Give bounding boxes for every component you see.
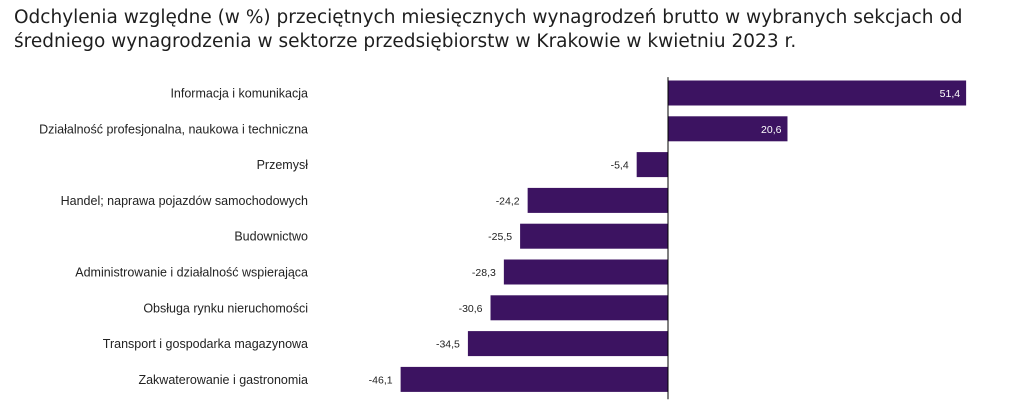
chart-title: Odchylenia względne (w %) przeciętnych m…	[14, 6, 1014, 54]
value-label: -24,2	[496, 195, 520, 207]
bar	[668, 116, 788, 142]
value-label: -30,6	[459, 303, 483, 315]
value-label: -46,1	[369, 374, 393, 386]
bar	[503, 259, 668, 285]
chart-title-line-1: Odchylenia względne (w %) przeciętnych m…	[14, 7, 963, 28]
category-label: Informacja i komunikacja	[170, 87, 308, 101]
chart-title-line-2: średniego wynagrodzenia w sektorze przed…	[14, 31, 797, 52]
bar	[467, 331, 668, 357]
category-label: Budownictwo	[234, 230, 308, 244]
category-label: Handel; naprawa pojazdów samochodowych	[61, 194, 308, 208]
bar	[527, 187, 668, 213]
value-label: -25,5	[488, 231, 512, 243]
category-label: Zakwaterowanie i gastronomia	[138, 373, 308, 387]
value-label: 20,6	[761, 124, 782, 136]
value-label: 51,4	[940, 88, 961, 100]
bar	[636, 152, 668, 178]
bar	[668, 80, 967, 106]
bar	[490, 295, 668, 321]
category-label: Transport i gospodarka magazynowa	[103, 337, 308, 351]
value-label: -28,3	[472, 267, 496, 279]
value-label: -34,5	[436, 339, 460, 351]
bar	[400, 366, 668, 392]
category-label: Przemysł	[257, 158, 309, 172]
category-label: Działalność profesjonalna, naukowa i tec…	[39, 122, 308, 136]
category-label: Administrowanie i działalność wspierając…	[75, 266, 308, 280]
value-label: -5,4	[611, 160, 629, 172]
bar	[520, 223, 668, 249]
category-label: Obsługa rynku nieruchomości	[143, 301, 308, 315]
